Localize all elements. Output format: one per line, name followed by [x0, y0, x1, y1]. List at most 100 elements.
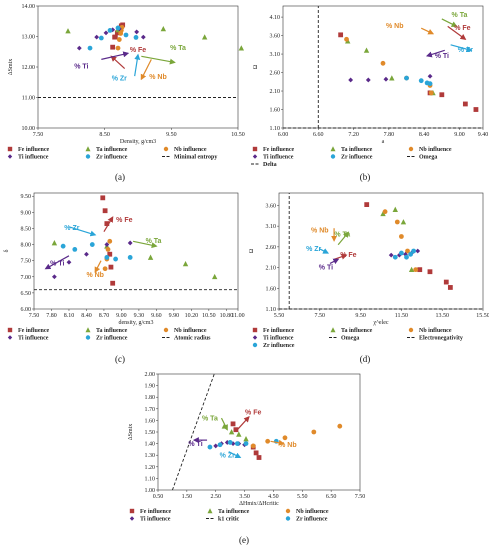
legend-label: Ta influence — [218, 509, 250, 515]
x-tick-label: 8.70 — [99, 313, 110, 319]
annotation-label-zr: % Zr — [458, 47, 473, 54]
legend-swatch — [285, 516, 291, 521]
legend-swatch — [7, 154, 13, 159]
y-tick-label: 2.00 — [145, 372, 156, 378]
y-axis-label: ΔSmix — [8, 59, 14, 76]
data-point-zr — [217, 442, 223, 448]
annotation-label-zr: % Zr — [220, 453, 235, 460]
x-tick-label: 9.30 — [134, 313, 145, 319]
data-point-ta — [182, 260, 189, 267]
data-point-ti — [76, 45, 82, 51]
y-tick-label: 1.80 — [145, 395, 156, 401]
y-tick-label: 2.10 — [266, 266, 277, 272]
data-point-nb — [115, 45, 121, 51]
data-point-nb — [382, 209, 388, 215]
y-tick-label: 1.10 — [145, 476, 156, 482]
legend-label: Ti influence — [18, 155, 49, 161]
y-tick-label: 13.00 — [22, 35, 36, 41]
y-tick-label: 4.10 — [270, 15, 281, 21]
x-axis-label: Density, g/cm3 — [120, 139, 156, 145]
data-point-ta — [389, 75, 395, 81]
plot-frame — [157, 373, 361, 491]
legend-entry: Ta influence — [85, 327, 128, 334]
data-point-zr — [392, 254, 398, 260]
legend-entry: Nb influence — [163, 327, 207, 334]
legend-swatch — [330, 146, 336, 152]
x-tick-label: 9.50 — [166, 132, 177, 138]
data-point-zr — [207, 444, 213, 450]
y-axis-label: δ — [4, 249, 10, 252]
legend-label: Ta influence — [96, 147, 128, 153]
data-point-ta — [160, 25, 167, 32]
x-tick-label: 10.50 — [202, 313, 216, 319]
annotation-arrow-zr — [68, 226, 97, 237]
legend-entry: Delta — [251, 162, 277, 168]
annotation-arrow-nb — [420, 27, 435, 35]
x-tick-label: 5.50 — [297, 494, 308, 500]
legend-entry: Ti influence — [252, 335, 294, 342]
series-fe — [364, 202, 453, 290]
data-point-ti — [103, 30, 109, 36]
legend-swatch — [85, 146, 91, 152]
data-point-zr — [404, 254, 409, 260]
data-point-nb — [337, 423, 343, 429]
annotation-label-ta: % Ta — [170, 45, 186, 52]
y-tick-label: 8.00 — [21, 243, 32, 249]
annotation-arrow-fe — [447, 25, 467, 40]
data-point-zr — [234, 441, 240, 446]
annotation-label-ti: % Ti — [319, 265, 333, 272]
legend-label: Ta influence — [96, 328, 128, 334]
x-tick-label: 7.80 — [384, 132, 395, 138]
series-zr — [404, 75, 433, 87]
x-tick-label: 10.20 — [185, 313, 199, 319]
data-point-fe — [462, 101, 468, 107]
data-point-nb — [102, 266, 108, 272]
annotation-label-nb: % Nb — [149, 74, 167, 81]
legend-swatch — [408, 146, 414, 152]
legend-label: Zr influence — [96, 336, 128, 342]
legend-label: Electronegativity — [419, 336, 463, 342]
data-point-zr — [87, 45, 93, 51]
data-point-ta — [408, 266, 415, 273]
series-ta — [345, 38, 436, 96]
x-tick-label: 15.50 — [476, 313, 489, 319]
x-tick-label: 8.40 — [419, 132, 430, 138]
data-point-ti — [403, 251, 408, 257]
data-point-fe — [110, 280, 116, 286]
series-zr — [392, 248, 417, 260]
legend-label: Zr influence — [341, 155, 373, 161]
data-point-fe — [256, 455, 262, 460]
data-point-nb — [380, 60, 386, 66]
data-point-nb — [413, 267, 419, 273]
data-point-fe — [338, 32, 344, 38]
annotation-arrow-zr — [228, 451, 242, 459]
y-tick-label: 3.60 — [266, 203, 277, 209]
data-point-fe — [233, 427, 239, 433]
legend-entry: Ti influence — [7, 154, 49, 161]
x-tick-label: 6.60 — [313, 132, 324, 138]
y-tick-label: 10.00 — [22, 126, 36, 132]
annotation-arrow-nb — [270, 439, 285, 446]
legend-entry: Nb influence — [408, 327, 452, 334]
y-tick-label: 1.60 — [266, 286, 277, 292]
data-point-zr — [408, 251, 413, 257]
data-point-fe — [439, 92, 445, 98]
legend-entry: Zr influence — [285, 516, 328, 523]
annotation-label-ti: % Ti — [50, 261, 64, 268]
data-point-ti — [127, 240, 133, 246]
x-tick-label: 7.50 — [355, 494, 366, 500]
data-point-zr — [418, 78, 424, 84]
legend-entry: k1 critic — [206, 517, 239, 523]
series-nb — [382, 209, 419, 273]
legend-entry: Minimal entropy — [162, 155, 217, 161]
legend-entry: Ta influence — [85, 146, 128, 153]
series-zr — [60, 242, 133, 262]
data-point-fe — [253, 450, 259, 456]
data-point-zr — [107, 28, 113, 33]
x-tick-label: 9.00 — [454, 132, 465, 138]
x-tick-label: 7.50 — [33, 132, 44, 138]
chart-panel-a: 10.00 11.00 12.00 13.00 14.00 7.50 8.50 9.50 10.… — [0, 0, 245, 180]
x-tick-label: 1.50 — [182, 494, 193, 500]
legend-label: Ti influence — [263, 155, 294, 161]
legend-label: Delta — [263, 162, 277, 168]
